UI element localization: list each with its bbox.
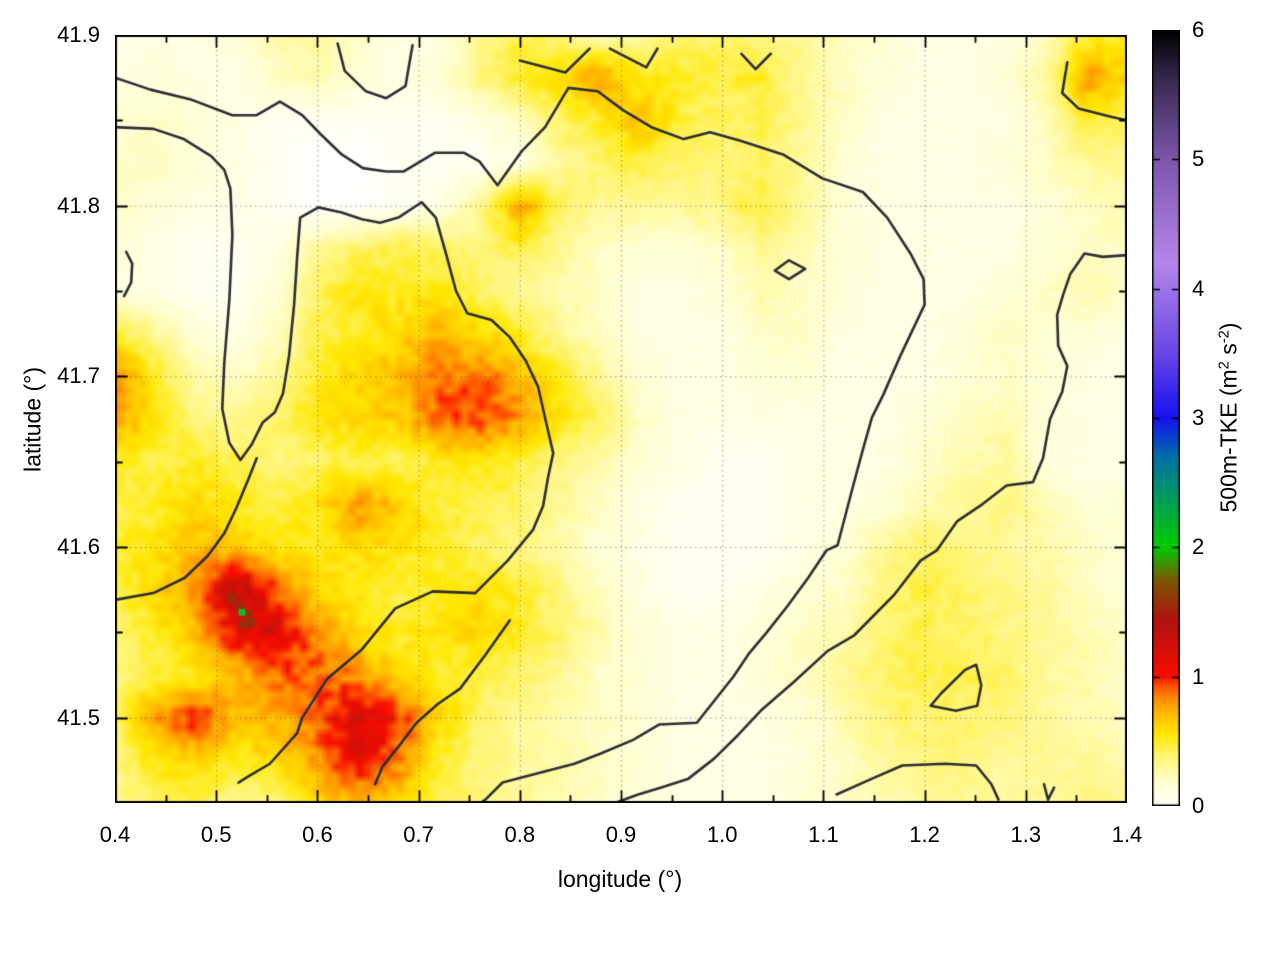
x-tick-label: 0.9 <box>605 822 637 847</box>
colorbar-tick-label: 1 <box>1192 663 1205 689</box>
x-tick-label: 0.5 <box>200 822 232 847</box>
y-tick-label: 41.5 <box>57 704 100 730</box>
y-tick-label: 41.7 <box>57 363 100 389</box>
x-tick-label: 0.7 <box>403 822 434 847</box>
colorbar-tick-label: 4 <box>1192 275 1205 301</box>
colorbar-tick-label: 6 <box>1192 17 1205 42</box>
colorbar-tick-label: 0 <box>1192 793 1205 818</box>
x-tick-label: 0.4 <box>99 822 131 847</box>
colorbar <box>1152 30 1180 806</box>
x-tick-label: 1.3 <box>1010 822 1042 847</box>
x-tick-label: 1.2 <box>909 822 940 847</box>
x-tick-label: 1.1 <box>808 822 839 847</box>
x-tick-label: 1.0 <box>706 822 738 847</box>
x-tick-label: 0.6 <box>302 822 333 847</box>
y-tick-label: 41.6 <box>57 534 100 559</box>
y-tick-label: 41.9 <box>57 22 100 47</box>
colorbar-label-superscript: 2 <box>1216 361 1233 370</box>
colorbar-tick-label: 3 <box>1192 405 1205 430</box>
colorbar-tick-label: 5 <box>1192 146 1205 172</box>
heatmap-plot-area <box>115 35 1127 803</box>
colorbar-label-superscript: -2 <box>1216 330 1233 344</box>
colorbar-label-text: 500m-TKE (m <box>1215 369 1242 513</box>
x-tick-label: 0.8 <box>504 822 536 847</box>
colorbar-tick-label: 2 <box>1192 534 1205 560</box>
colorbar-label-text: ) <box>1215 322 1242 331</box>
y-tick-label: 41.8 <box>57 192 100 218</box>
x-axis-label: longitude (°) <box>557 866 683 892</box>
x-tick-label: 1.4 <box>1111 822 1143 847</box>
colorbar-label-text: s <box>1215 343 1242 362</box>
